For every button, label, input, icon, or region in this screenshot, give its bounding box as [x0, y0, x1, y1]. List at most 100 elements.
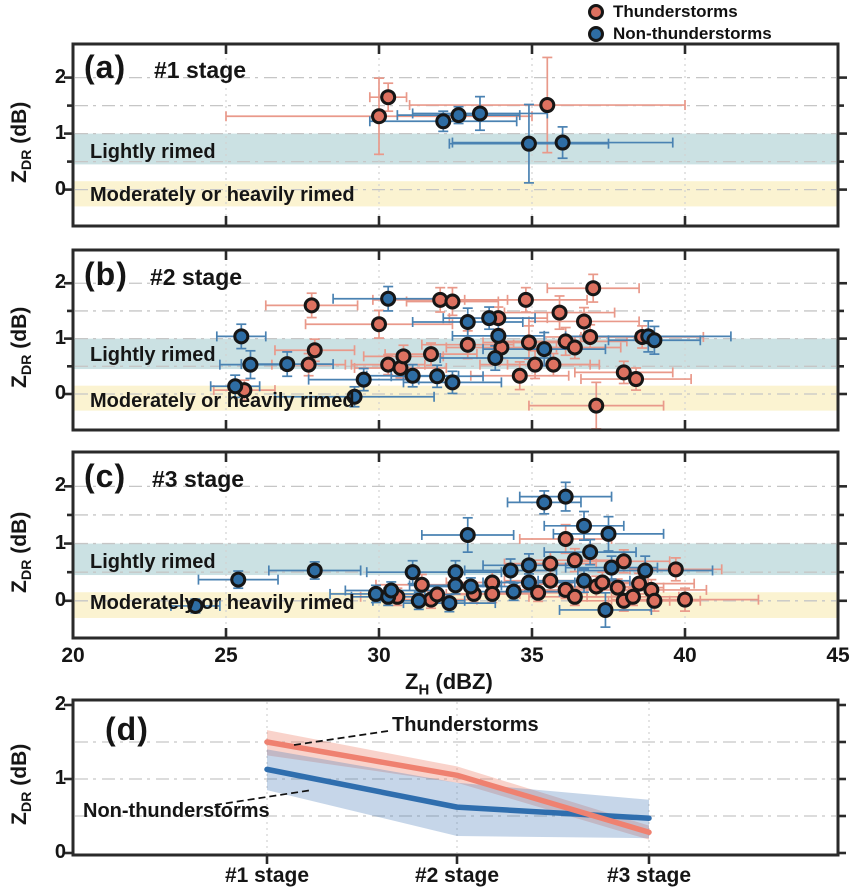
- data-point: [520, 334, 537, 351]
- non-thunderstorms-marker-icon: [588, 25, 604, 42]
- data-point: [600, 525, 617, 542]
- x-tick-label: 45: [826, 644, 850, 667]
- data-point: [603, 559, 620, 576]
- data-point: [542, 555, 559, 572]
- data-point: [242, 356, 259, 373]
- data-point: [380, 89, 397, 106]
- non-thunderstorms-leader-line: [214, 789, 313, 806]
- x-tick-label: 30: [367, 644, 391, 667]
- panel-b-stage-label: #2 stage: [150, 264, 243, 290]
- thunderstorms-markers: [236, 280, 651, 414]
- data-point: [646, 592, 663, 609]
- data-point: [306, 342, 323, 359]
- data-point: [631, 575, 648, 592]
- data-point: [597, 601, 614, 618]
- data-point: [628, 371, 645, 388]
- stage-label-3: #3 stage: [606, 864, 692, 887]
- non-thunderstorms-confidence-band: [267, 749, 649, 839]
- data-point: [545, 356, 562, 373]
- thunderstorms-markers: [389, 530, 693, 609]
- data-point: [279, 356, 296, 373]
- data-point: [536, 494, 553, 511]
- data-point: [582, 328, 599, 345]
- data-point: [447, 577, 464, 594]
- data-point: [481, 310, 498, 327]
- y-tick-label: 0: [54, 382, 66, 404]
- y-tick-label: 2: [54, 474, 66, 497]
- panel-c-label: (c): [84, 458, 127, 494]
- panel-a-label: (a): [84, 49, 127, 85]
- data-point: [435, 113, 452, 130]
- data-point: [677, 591, 693, 608]
- y-axis-label-d: ZDR (dB): [8, 743, 36, 825]
- data-point: [576, 572, 593, 589]
- y-tick-label: 0: [54, 841, 66, 863]
- panel-d-label: (d): [105, 711, 149, 747]
- thunderstorms-marker-icon: [588, 3, 604, 20]
- data-point: [444, 374, 461, 391]
- data-point: [615, 364, 632, 381]
- data-point: [527, 356, 544, 373]
- data-point: [413, 576, 430, 593]
- data-point: [227, 378, 244, 395]
- data-point: [582, 544, 599, 561]
- data-point: [530, 584, 547, 601]
- data-point: [429, 368, 446, 385]
- data-point: [624, 588, 641, 605]
- data-point: [380, 290, 397, 307]
- non-thunderstorms-markers: [227, 290, 663, 405]
- panel-c-stage-label: #3 stage: [152, 466, 245, 492]
- y-tick-label: 2: [54, 693, 66, 715]
- data-point: [484, 585, 501, 602]
- data-point: [615, 553, 632, 570]
- data-point: [588, 397, 605, 414]
- data-point: [371, 108, 387, 125]
- data-point: [536, 341, 553, 358]
- y-tick-label: 0: [54, 588, 66, 611]
- data-point: [303, 297, 320, 314]
- data-point: [423, 346, 440, 363]
- data-point: [230, 571, 247, 588]
- annotation-non-thunderstorms: Non-thunderstorms: [83, 800, 270, 822]
- panel-d-frame: [71, 698, 840, 857]
- data-point: [566, 552, 583, 569]
- data-point: [520, 135, 537, 152]
- data-point: [557, 488, 574, 505]
- data-point: [444, 293, 461, 310]
- panel-c-plot: [64, 450, 847, 640]
- panel-d-plot: [64, 698, 846, 864]
- data-point: [233, 328, 250, 345]
- lightly-rimed-band-a: [73, 133, 838, 165]
- y-axis-label-a: ZDR (dB): [8, 101, 36, 183]
- data-point: [539, 97, 556, 114]
- data-point: [441, 595, 458, 612]
- data-point: [667, 561, 684, 578]
- stage-label-2: #2 stage: [414, 864, 500, 887]
- data-point: [594, 574, 611, 591]
- data-point: [187, 597, 204, 614]
- data-point: [383, 582, 400, 599]
- stage-label-1: #1 stage: [224, 864, 310, 887]
- data-point: [502, 562, 519, 579]
- thunderstorms-markers: [371, 89, 556, 125]
- data-point: [520, 574, 537, 591]
- band-label-lightly-rimed-b: Lightly rimed: [90, 344, 216, 366]
- panel-c-frame: [71, 450, 840, 640]
- non-thunderstorms-markers: [435, 105, 571, 152]
- data-point: [517, 291, 534, 308]
- band-label-moderately-rimed-b: Moderately or heavily rimed: [90, 390, 355, 412]
- legend-item-thunderstorms: Thunderstorms: [588, 1, 772, 22]
- data-point: [447, 564, 464, 581]
- x-tick-label: 25: [214, 644, 238, 667]
- y-axis-label-c: ZDR (dB): [8, 511, 36, 593]
- data-point: [505, 583, 522, 600]
- panel-b-label: (b): [84, 256, 128, 292]
- y-tick-label: 1: [54, 531, 66, 554]
- annotation-thunderstorms: Thunderstorms: [392, 714, 539, 736]
- x-tick-label: 20: [61, 644, 85, 667]
- panel-a-frame: [71, 42, 840, 228]
- data-point: [346, 388, 363, 405]
- data-point: [462, 578, 479, 595]
- data-point: [609, 579, 626, 596]
- non-thunderstorms-markers: [187, 488, 654, 618]
